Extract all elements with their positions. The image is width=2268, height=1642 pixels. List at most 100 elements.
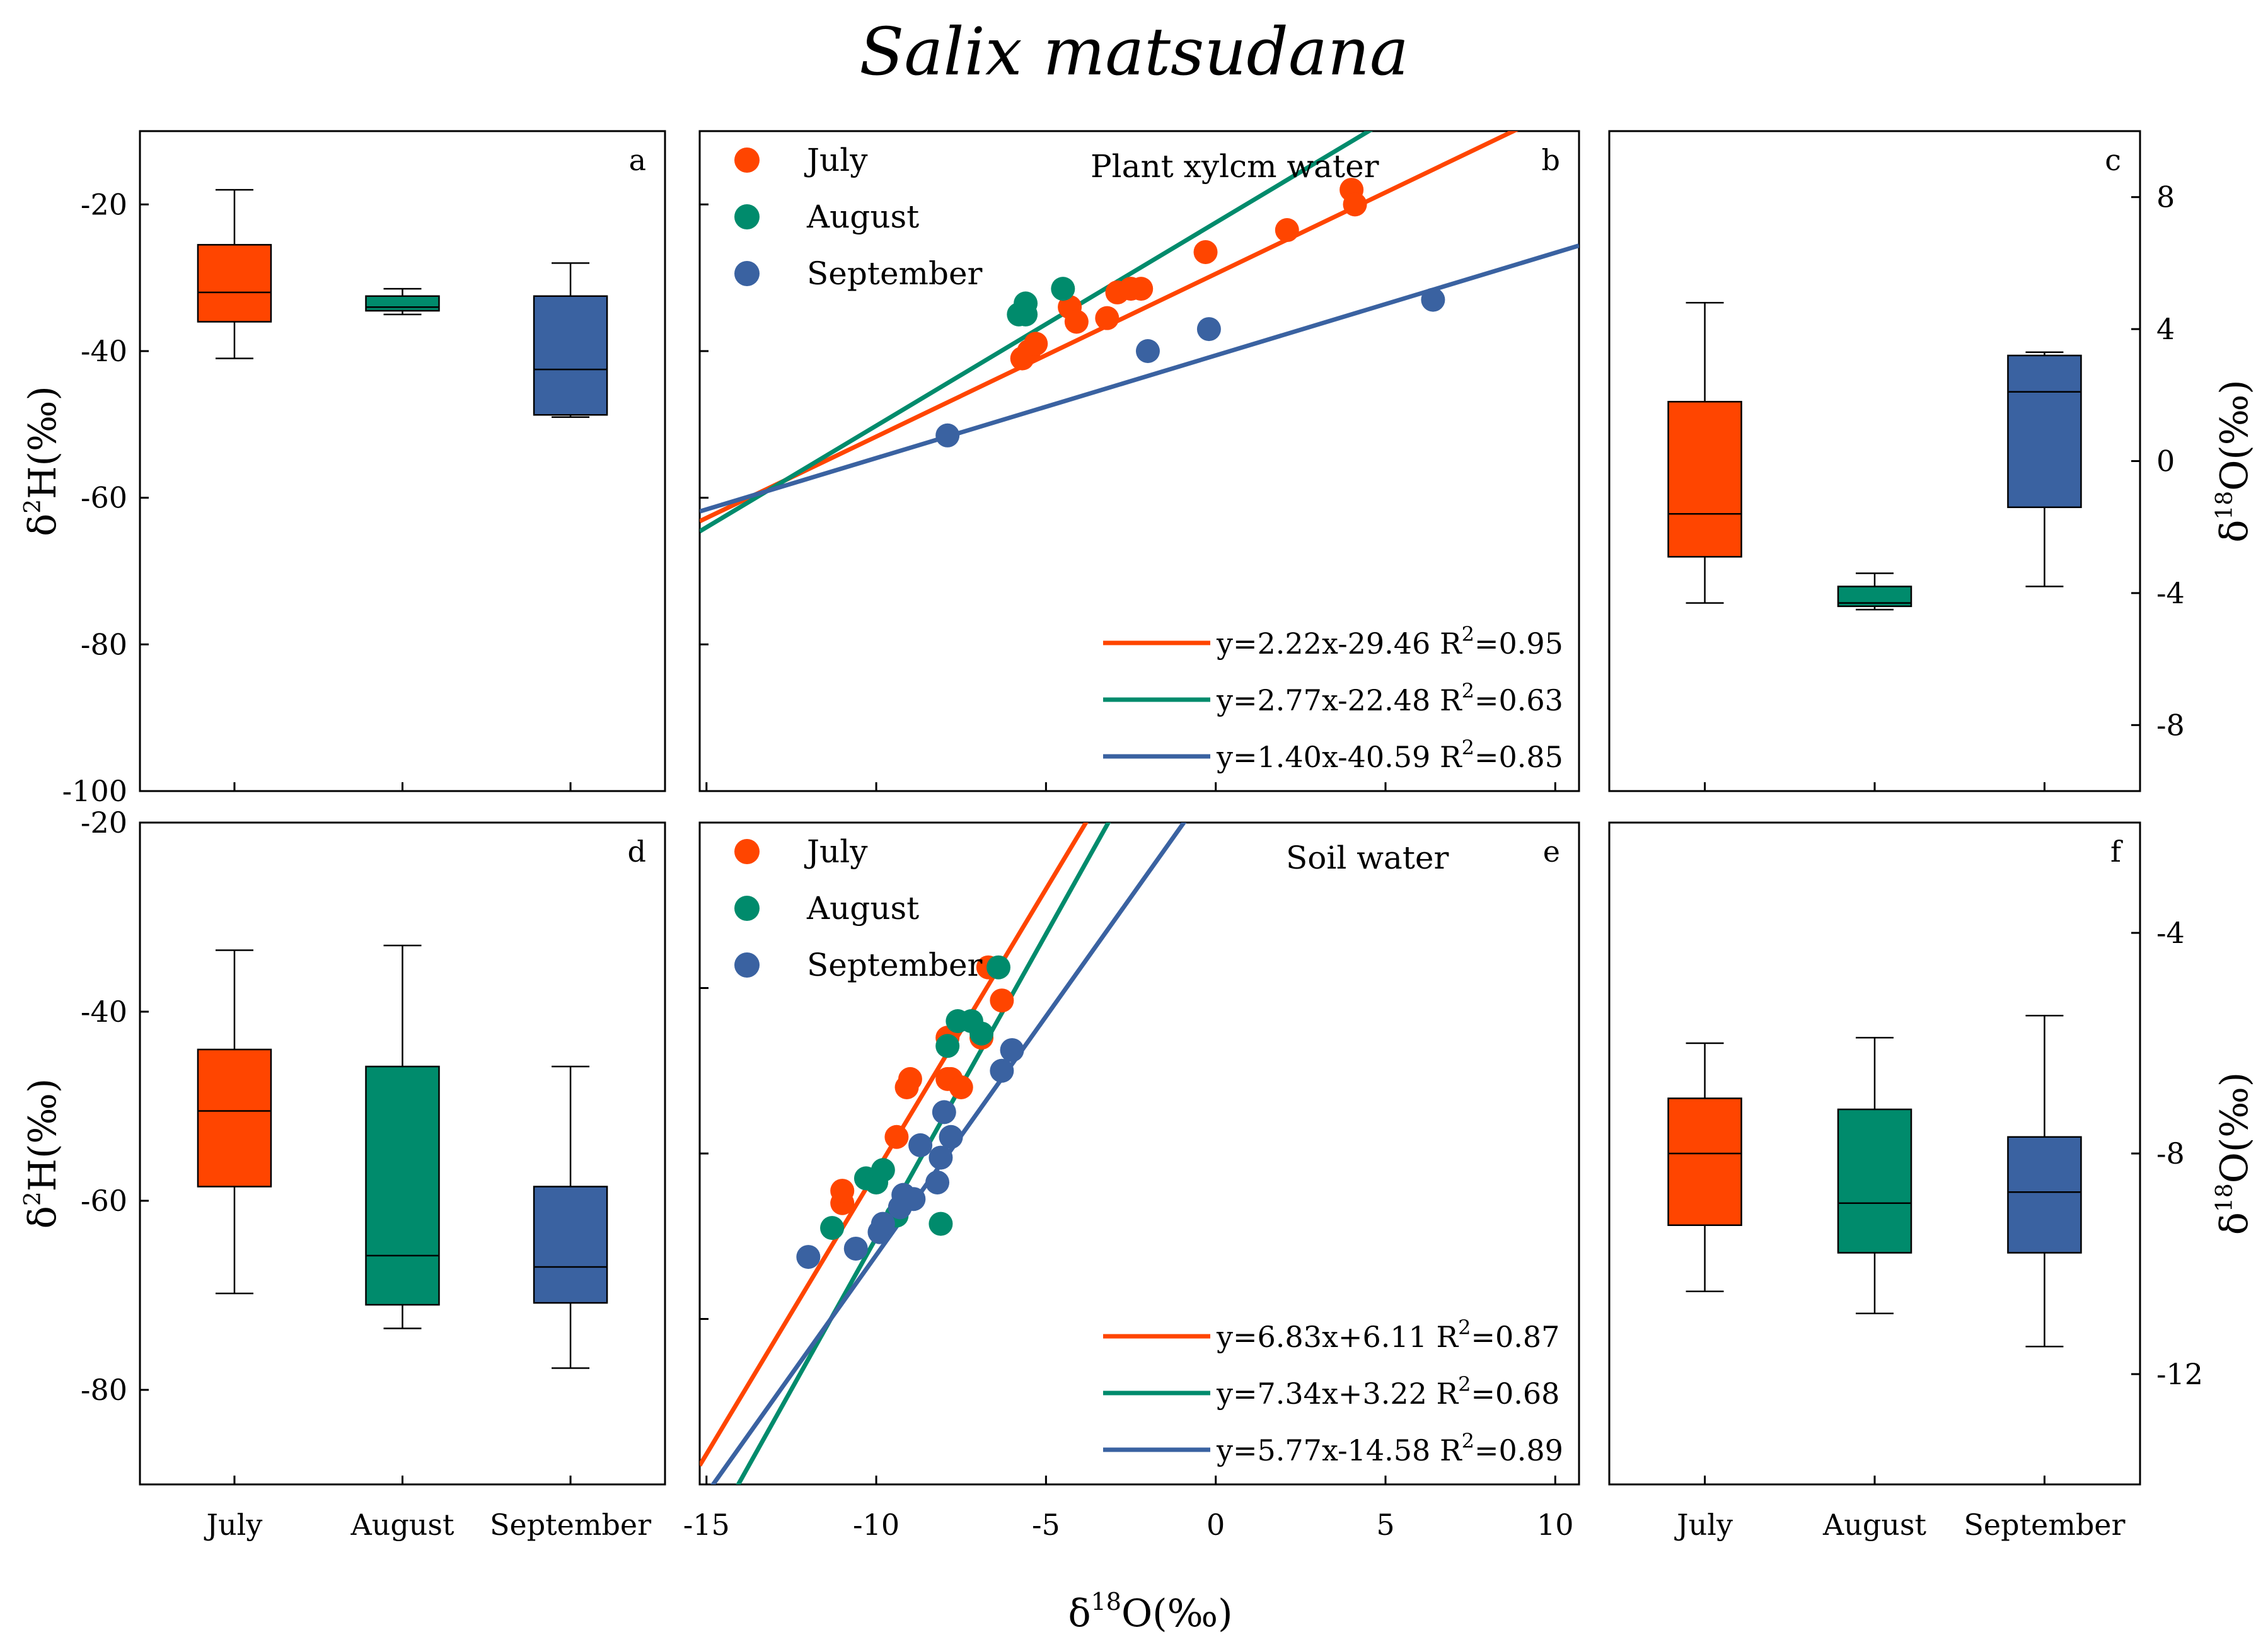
data-point bbox=[1129, 277, 1154, 301]
data-point bbox=[986, 955, 1010, 980]
points-september bbox=[796, 1038, 1024, 1269]
y-tick-label: -8 bbox=[2156, 1136, 2185, 1171]
legend-label: July bbox=[804, 142, 868, 178]
data-point bbox=[1421, 287, 1445, 312]
y-tick-label: -100 bbox=[62, 774, 127, 808]
x-tick-label: August bbox=[1822, 1508, 1927, 1542]
data-point bbox=[1051, 277, 1075, 301]
legend-marker-september bbox=[734, 261, 760, 286]
data-point bbox=[929, 1211, 953, 1236]
y-tick-label: -60 bbox=[81, 481, 127, 515]
data-point bbox=[1343, 192, 1367, 217]
data-point bbox=[908, 1133, 933, 1157]
box-september bbox=[533, 295, 608, 416]
panel-a: -100 -80 -60 -40 -20 a δ2H(‰) bbox=[20, 130, 666, 808]
panel-f: -12 -8 -4 f δ18O(‰) July August September bbox=[1608, 821, 2257, 1542]
data-point bbox=[1193, 240, 1218, 264]
x-tick-label: 5 bbox=[1376, 1508, 1394, 1542]
equation-text: y=2.22x-29.46 R2=0.95 bbox=[1216, 622, 1563, 661]
legend-label: August bbox=[806, 199, 919, 235]
data-point bbox=[1064, 309, 1089, 334]
x-tick-label: -15 bbox=[683, 1508, 730, 1542]
panel-letter: c bbox=[2105, 143, 2121, 177]
data-point bbox=[1095, 306, 1120, 330]
points-july bbox=[1010, 178, 1367, 371]
panel-c: -8 -4 0 4 8 c δ18O(‰) bbox=[1608, 130, 2257, 792]
data-point bbox=[898, 1067, 922, 1091]
data-point bbox=[843, 1236, 868, 1261]
points-august bbox=[1007, 277, 1075, 327]
x-tick-label: 0 bbox=[1206, 1508, 1225, 1542]
data-point bbox=[1014, 302, 1038, 327]
data-point bbox=[932, 1100, 956, 1125]
y-tick-label: -4 bbox=[2156, 916, 2185, 950]
data-point bbox=[939, 1125, 963, 1149]
box-september bbox=[533, 1186, 608, 1304]
data-point bbox=[990, 988, 1014, 1013]
box-august bbox=[365, 295, 440, 312]
panel-annotation: Plant xylcm water bbox=[1091, 148, 1379, 185]
panel-letter: f bbox=[2110, 835, 2123, 869]
x-tick-label: -5 bbox=[1032, 1508, 1060, 1542]
data-point bbox=[1135, 339, 1160, 363]
y-tick-label: 4 bbox=[2156, 312, 2175, 346]
fit-line-july bbox=[700, 823, 1089, 1467]
y-tick-label: -4 bbox=[2156, 576, 2185, 610]
panel-annotation: Soil water bbox=[1286, 840, 1449, 876]
panel-e: e -15 -10 -5 0 5 10 July August September Soil wat… bbox=[683, 821, 1580, 1542]
fit-line-july bbox=[700, 131, 1519, 524]
legend-marker-september bbox=[734, 952, 760, 978]
y-axis-label: δ2H(‰) bbox=[20, 1078, 65, 1229]
x-tick-label: July bbox=[204, 1508, 263, 1542]
figure-title: Salix matsudana bbox=[859, 13, 1409, 90]
data-point bbox=[796, 1245, 821, 1269]
plot-frame bbox=[139, 130, 666, 792]
x-tick-label: September bbox=[1964, 1508, 2125, 1542]
legend-label: September bbox=[807, 255, 983, 292]
data-point bbox=[1275, 218, 1299, 243]
shared-x-axis-label: δ18O(‰) bbox=[1068, 1588, 1233, 1636]
regression-lines bbox=[700, 823, 1187, 1484]
fit-line-september bbox=[710, 823, 1187, 1484]
equation-text: y=1.40x-40.59 R2=0.85 bbox=[1216, 736, 1563, 774]
box-september bbox=[2007, 1136, 2082, 1254]
panels-group: -100-80-60-40-20aδ2H(‰)bJulyAugustSeptem… bbox=[20, 130, 2257, 1542]
y-tick-label: -80 bbox=[81, 627, 127, 661]
legend-marker-july bbox=[734, 839, 760, 864]
panel-letter: b bbox=[1542, 143, 1560, 177]
data-point bbox=[935, 1034, 960, 1058]
box-august bbox=[365, 1065, 440, 1306]
fit-line-august bbox=[736, 823, 1111, 1484]
legend-label: September bbox=[807, 947, 983, 983]
box-july bbox=[197, 244, 272, 323]
fit-line-august bbox=[700, 131, 1374, 533]
legend-marker-august bbox=[734, 204, 760, 229]
x-tick-label: 10 bbox=[1537, 1508, 1574, 1542]
data-point bbox=[1000, 1038, 1024, 1062]
y-tick-label: -40 bbox=[81, 334, 127, 368]
equation-text: y=6.83x+6.11 R2=0.87 bbox=[1216, 1315, 1559, 1354]
data-point bbox=[1024, 332, 1048, 356]
points-september bbox=[935, 287, 1445, 448]
y-tick-label: -20 bbox=[81, 187, 127, 221]
y-tick-label: 8 bbox=[2156, 180, 2175, 214]
y-axis-label: δ18O(‰) bbox=[2212, 379, 2257, 542]
x-tick-label: July bbox=[1674, 1508, 1733, 1542]
y-axis-label: δ18O(‰) bbox=[2212, 1072, 2257, 1235]
data-point bbox=[901, 1187, 926, 1211]
y-tick-label: -40 bbox=[81, 995, 127, 1029]
data-point bbox=[935, 423, 960, 448]
data-point bbox=[929, 1145, 953, 1170]
panel-b: b July August September Plant xylcm water y=2… bbox=[698, 130, 1580, 792]
panel-d: -80 -60 -40 -20 d δ2H(‰) July August September bbox=[20, 806, 666, 1542]
box-september bbox=[2007, 354, 2082, 509]
data-point bbox=[871, 1158, 895, 1182]
y-tick-label: -20 bbox=[81, 806, 127, 840]
data-point bbox=[990, 1058, 1014, 1083]
y-tick-label: -8 bbox=[2156, 708, 2185, 742]
box-july bbox=[197, 1048, 272, 1188]
x-tick-label: August bbox=[350, 1508, 454, 1542]
data-point bbox=[925, 1170, 950, 1194]
box-august bbox=[1837, 1108, 1912, 1254]
equation-text: y=5.77x-14.58 R2=0.89 bbox=[1216, 1429, 1563, 1467]
